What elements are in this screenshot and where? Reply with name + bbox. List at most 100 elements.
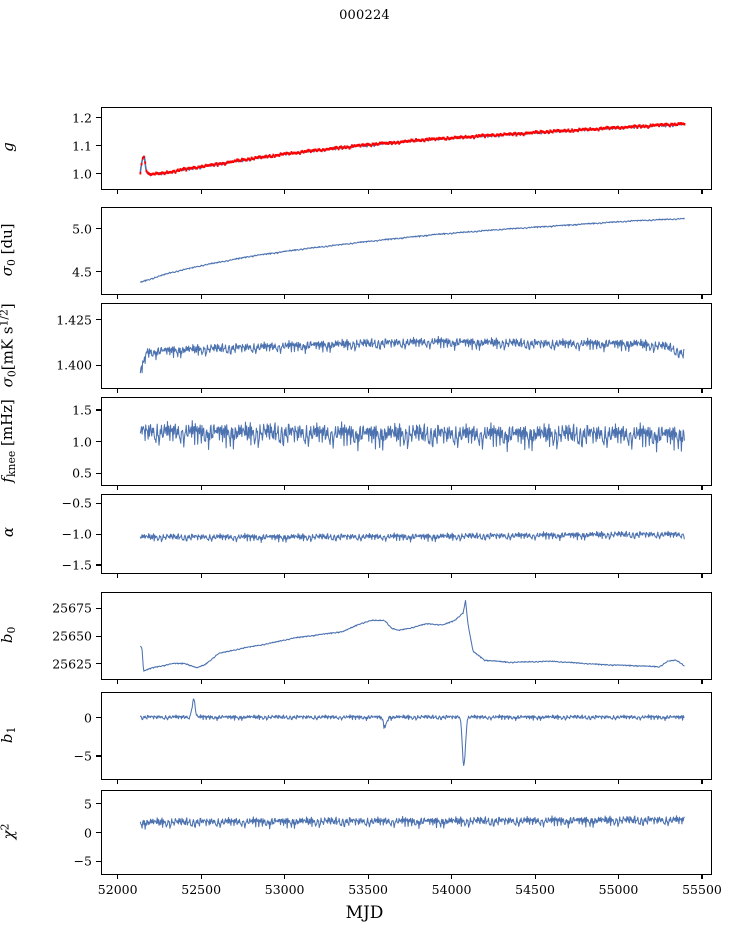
x-tick-label: 55000: [598, 882, 639, 897]
y-tick-mark-g: [96, 145, 101, 147]
y-tick-label-sigma0_du: 4.5: [72, 264, 92, 280]
y-tick-mark-b0: [96, 607, 101, 610]
x-tick-mark: [367, 573, 369, 578]
x-tick-mark: [451, 485, 453, 490]
y-tick-label-f_knee: 0.5: [72, 465, 92, 481]
x-tick-mark: [451, 294, 453, 299]
y-tick-mark-b0: [96, 635, 101, 637]
x-tick-mark: [701, 679, 703, 684]
panel-b1: [101, 692, 712, 780]
x-tick-mark: [618, 189, 620, 194]
y-tick-mark-sigma0_mks: [96, 319, 101, 321]
x-tick-mark: [534, 189, 536, 194]
y-tick-label-alpha: −1.5: [61, 557, 92, 573]
series-line-sigma0_du: [140, 218, 684, 282]
x-tick-mark: [534, 573, 536, 578]
y-tick-mark-chi2: [96, 832, 101, 834]
series-line-sigma0_mks: [140, 336, 684, 373]
y-tick-mark-sigma0_du: [96, 228, 101, 230]
x-tick-mark: [534, 679, 536, 684]
panel-f_knee: [101, 397, 712, 486]
x-tick-label: 54500: [515, 882, 555, 897]
x-tick-mark: [117, 294, 119, 299]
x-tick-mark: [200, 388, 202, 393]
panel-sigma0_mks: [101, 303, 712, 389]
x-tick-mark: [200, 679, 202, 684]
x-tick-mark: [367, 388, 369, 393]
y-tick-mark-chi2: [96, 860, 101, 862]
x-tick-mark: [618, 679, 620, 684]
y-tick-label-chi2: 5: [84, 796, 92, 812]
series-line-b1: [140, 699, 684, 766]
x-tick-mark: [701, 388, 703, 393]
y-tick-label-chi2: 0: [84, 825, 92, 840]
x-tick-mark: [284, 679, 286, 684]
y-tick-label-f_knee: 1.0: [72, 434, 92, 449]
y-tick-mark-g: [96, 117, 101, 119]
x-tick-mark: [534, 779, 536, 784]
y-tick-label-alpha: −0.5: [61, 495, 92, 511]
series-line-b0: [140, 600, 684, 671]
x-tick-label: 52000: [97, 882, 138, 897]
x-tick-mark: [701, 189, 703, 194]
series-line-g: [140, 124, 684, 176]
x-tick-mark: [618, 573, 620, 578]
x-tick-mark: [284, 294, 286, 299]
y-tick-mark-f_knee: [96, 472, 101, 474]
x-tick-mark: [534, 388, 536, 393]
y-tick-label-f_knee: 1.5: [72, 402, 92, 418]
x-tick-mark: [367, 485, 369, 490]
x-tick-mark: [367, 779, 369, 784]
y-tick-label-g: 1.2: [72, 110, 92, 126]
panel-b0: [101, 592, 712, 680]
x-tick-mark: [701, 874, 703, 879]
y-tick-mark-b1: [96, 755, 101, 757]
panel-g: [101, 107, 712, 190]
x-tick-mark: [451, 573, 453, 578]
x-tick-mark: [284, 779, 286, 784]
y-tick-mark-b0: [96, 663, 101, 665]
y-tick-label-sigma0_mks: 1.425: [56, 312, 92, 328]
y-tick-label-b1: −5: [73, 748, 92, 764]
y-tick-label-sigma0_du: 5.0: [72, 221, 92, 237]
x-tick-mark: [117, 679, 119, 684]
series-line-f_knee: [140, 421, 684, 452]
x-tick-mark: [284, 573, 286, 578]
plot-area-b1: [102, 693, 711, 779]
y-axis-label-chi2: χ2: [0, 823, 18, 839]
x-tick-mark: [451, 388, 453, 393]
x-axis-label: MJD: [345, 903, 384, 923]
x-tick-mark: [451, 874, 453, 879]
x-tick-mark: [367, 679, 369, 684]
y-tick-mark-sigma0_mks: [96, 364, 101, 366]
figure-title: 000224: [339, 8, 390, 23]
x-tick-mark: [534, 294, 536, 299]
x-tick-mark: [618, 779, 620, 784]
panel-alpha: [101, 494, 712, 574]
x-tick-mark: [200, 573, 202, 578]
x-tick-mark: [367, 189, 369, 194]
y-tick-label-g: 1.1: [72, 138, 92, 154]
x-tick-label: 55500: [682, 882, 722, 897]
y-tick-mark-alpha: [96, 502, 101, 504]
x-tick-mark: [200, 189, 202, 194]
y-tick-label-b0: 25675: [52, 600, 92, 616]
x-tick-mark: [117, 779, 119, 784]
plot-area-sigma0_du: [102, 208, 711, 294]
y-tick-label-sigma0_mks: 1.400: [56, 357, 92, 373]
y-tick-label-b1: 0: [84, 710, 92, 726]
x-tick-mark: [701, 573, 703, 578]
x-tick-mark: [117, 485, 119, 490]
x-tick-mark: [117, 189, 119, 194]
x-tick-mark: [117, 874, 119, 879]
x-tick-mark: [701, 294, 703, 299]
y-tick-mark-f_knee: [96, 409, 101, 411]
x-tick-label: 54000: [431, 882, 472, 897]
x-tick-mark: [284, 874, 286, 879]
y-tick-mark-sigma0_du: [96, 271, 101, 273]
x-tick-mark: [117, 388, 119, 393]
y-tick-mark-chi2: [96, 803, 101, 805]
x-tick-mark: [451, 189, 453, 194]
x-tick-mark: [451, 779, 453, 784]
